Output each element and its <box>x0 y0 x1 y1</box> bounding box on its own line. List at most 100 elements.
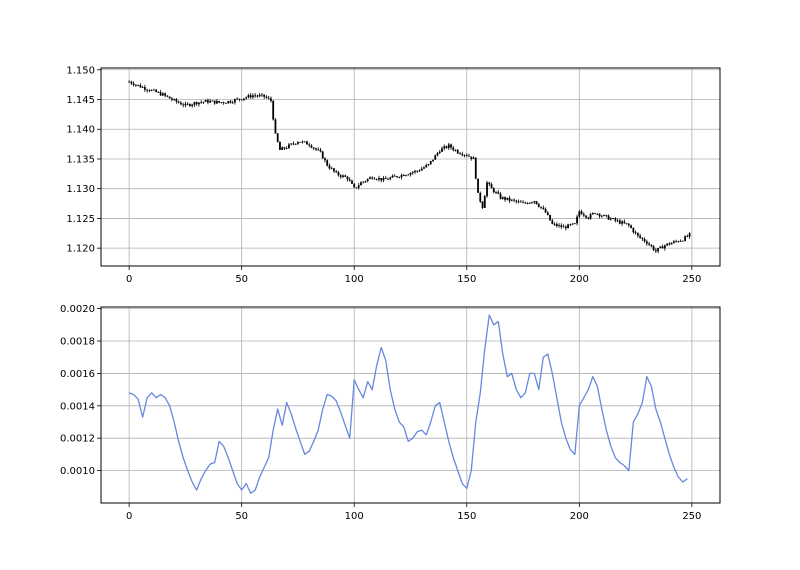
candle-body <box>387 178 389 180</box>
candle-body <box>175 99 178 102</box>
candle-body <box>672 241 675 244</box>
candle-body <box>506 197 509 200</box>
candle-body <box>519 201 522 203</box>
candle-body <box>488 182 491 185</box>
price-candlestick-chart: 0 50 100 150 200 250 1.120 1.125 1.130 1.135 1.140… <box>66 65 721 285</box>
candle-body <box>643 239 646 242</box>
candle-body <box>560 225 563 228</box>
candle-body <box>281 147 284 150</box>
candle-body <box>216 101 218 104</box>
candle-body <box>371 177 374 179</box>
candle-body <box>465 154 468 156</box>
candle-body <box>634 232 637 234</box>
candle-body <box>204 100 207 102</box>
candle-body <box>186 103 189 105</box>
candle-body <box>510 199 513 201</box>
candle-body <box>468 155 470 157</box>
candle-body <box>621 221 623 224</box>
candle-body <box>285 148 288 149</box>
candle-body <box>522 202 524 204</box>
candle-body <box>409 172 412 175</box>
candle-body <box>531 202 533 204</box>
x-tick-label: 100 <box>345 511 364 522</box>
candle-body <box>227 101 230 104</box>
y-tick-label: 0.0012 <box>60 434 95 445</box>
candle-body <box>265 96 268 98</box>
candle-body <box>168 96 171 99</box>
candle-body <box>567 224 569 229</box>
candle-body <box>375 179 378 180</box>
candle-body <box>627 223 630 226</box>
candle-body <box>279 141 281 150</box>
candle-body <box>207 100 209 103</box>
candle-body <box>429 161 432 165</box>
candle-body <box>474 157 477 179</box>
candle-body <box>679 240 682 242</box>
candle-body <box>152 89 155 91</box>
candle-body <box>418 170 421 172</box>
candle-body <box>330 168 333 170</box>
candle-body <box>492 188 495 193</box>
candle-body <box>652 246 655 251</box>
y-tick-label: 0.0018 <box>60 337 95 348</box>
candle-body <box>681 240 684 242</box>
candle-body <box>274 119 277 134</box>
candle-body <box>639 235 641 238</box>
candle-body <box>310 145 313 148</box>
candle-body <box>146 89 149 91</box>
candle-body <box>366 178 369 182</box>
candle-body <box>688 233 691 237</box>
candle-body <box>353 183 356 188</box>
candle-body <box>324 158 326 161</box>
candle-body <box>540 206 542 208</box>
candle-body <box>535 201 538 205</box>
candle-body <box>675 241 678 243</box>
candle-body <box>364 181 367 182</box>
candle-body <box>137 84 140 86</box>
candle-body <box>407 174 410 176</box>
candle-body <box>416 170 419 172</box>
candle-body <box>456 150 459 154</box>
candle-body <box>551 220 554 224</box>
candle-body <box>603 214 605 216</box>
candle-body <box>335 171 338 173</box>
x-tick-label: 200 <box>570 511 589 522</box>
candle-body <box>240 99 243 101</box>
x-tick-label: 100 <box>345 274 364 285</box>
candle-body <box>648 243 650 245</box>
candle-body <box>157 92 160 93</box>
candle-body <box>596 213 599 215</box>
candle-body <box>213 100 216 104</box>
candle-body <box>292 143 295 145</box>
candle-body <box>319 149 322 152</box>
candle-body <box>668 243 671 245</box>
candle-body <box>166 95 169 97</box>
candle-body <box>405 175 407 176</box>
candle-body <box>315 148 317 150</box>
candle-body <box>159 92 162 96</box>
candle-body <box>337 172 340 176</box>
x-tick-label: 50 <box>235 274 248 285</box>
candle-body <box>139 84 142 88</box>
candle-body <box>355 187 358 189</box>
candle-body <box>247 95 250 98</box>
x-tick-label: 250 <box>682 274 701 285</box>
candle-body <box>636 232 639 236</box>
candle-body <box>369 177 371 179</box>
candle-body <box>342 175 344 177</box>
candle-body <box>231 102 234 104</box>
candle-body <box>258 95 261 97</box>
candle-body <box>288 144 290 149</box>
candle-body <box>308 144 311 146</box>
candle-body <box>378 177 380 180</box>
candle-body <box>283 147 286 149</box>
candle-body <box>657 248 659 252</box>
candle-body <box>585 215 587 218</box>
candle-body <box>486 182 488 197</box>
volatility-line-chart: 0 50 100 150 200 250 0.0010 0.0012 0.0014 0.0016 0… <box>60 304 721 522</box>
candle-body <box>209 100 212 103</box>
candle-body <box>677 241 680 243</box>
candle-body <box>515 200 518 202</box>
candle-body <box>589 214 592 219</box>
